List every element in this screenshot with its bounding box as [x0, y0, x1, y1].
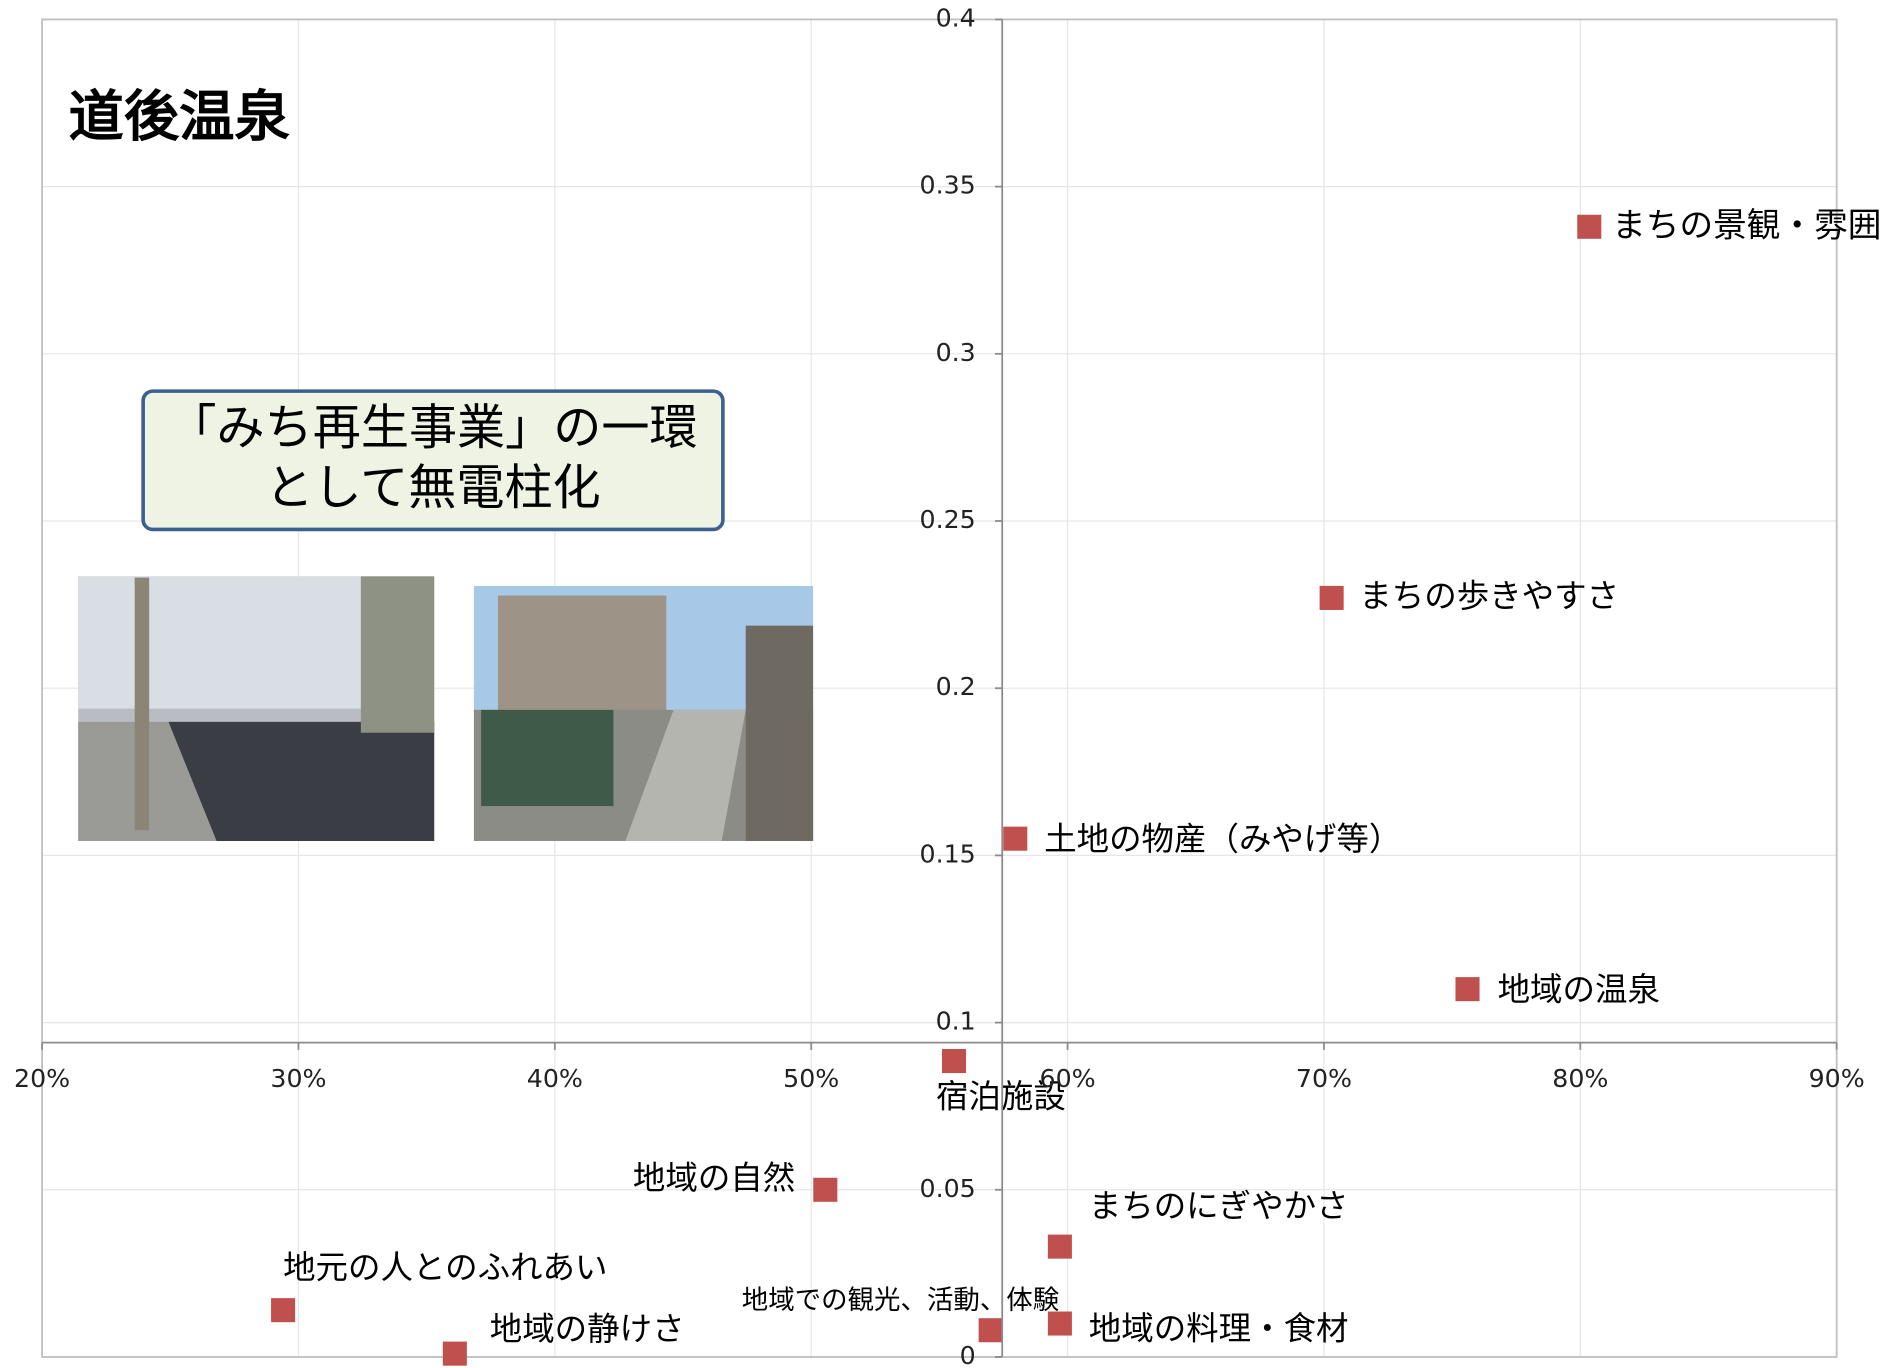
point-label: 地域の温泉 [1498, 971, 1660, 1009]
point [1047, 1234, 1072, 1259]
x-tick-label: 70% [1296, 1064, 1352, 1093]
x-tick-label: 80% [1552, 1064, 1608, 1093]
x-tick-label: 20% [14, 1064, 70, 1093]
photo [78, 576, 435, 841]
point-label: 地域の静けさ [490, 1310, 685, 1348]
y-tick-label: 0.2 [936, 672, 976, 701]
point [442, 1341, 467, 1366]
y-tick-label: 0.25 [920, 505, 976, 534]
point [271, 1298, 296, 1323]
point [1003, 826, 1028, 851]
y-tick-label: 0.05 [920, 1174, 976, 1203]
point [941, 1049, 967, 1074]
point-label: 地域の自然 [633, 1159, 795, 1197]
point [1047, 1311, 1072, 1336]
annotation-box [141, 389, 725, 532]
x-tick-label: 90% [1809, 1064, 1865, 1093]
x-tick-label: 60% [1040, 1064, 1096, 1093]
point [1319, 585, 1344, 610]
x-tick-label: 30% [270, 1064, 326, 1093]
x-tick-label: 50% [783, 1064, 839, 1093]
plot-border [41, 18, 1838, 1358]
point-label: まちのにぎやかさ [1089, 1187, 1349, 1225]
annotation-line: 「みち再生事業」の一環 [168, 400, 697, 456]
y-tick-label: 0.3 [936, 338, 976, 367]
y-tick-label: 0.35 [920, 171, 976, 200]
photo [473, 585, 814, 841]
point-label: 宿泊施設 [936, 1077, 1066, 1115]
point-label: 土地の物産（みやげ等） [1044, 820, 1401, 858]
point-label: 地域での観光、活動、体験 [742, 1285, 1059, 1316]
y-tick-label: 0.1 [936, 1007, 976, 1036]
point [978, 1318, 1003, 1343]
point [1455, 977, 1480, 1002]
chart-title: 道後温泉 [69, 86, 291, 150]
y-tick-label: 0.15 [920, 839, 976, 868]
point-label: 地元の人とのふれあい [283, 1248, 607, 1286]
point-label: まちの歩きやすさ [1359, 577, 1619, 615]
point [813, 1177, 838, 1202]
y-tick-label: 0.4 [936, 3, 976, 32]
point-label: まちの景観・雰囲 [1612, 205, 1881, 244]
point-label: 地域の料理・食材 [1089, 1310, 1349, 1348]
annotation-line: として無電柱化 [265, 460, 600, 516]
y-tick-label: 0 [960, 1341, 976, 1368]
point [1577, 214, 1602, 239]
x-tick-label: 40% [527, 1064, 583, 1093]
